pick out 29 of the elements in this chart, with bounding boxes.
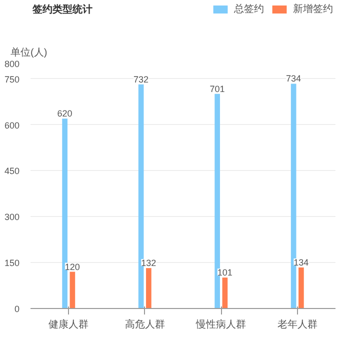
y-tick-label: 0 bbox=[14, 304, 20, 314]
data-label: 134 bbox=[294, 257, 309, 268]
data-label: 734 bbox=[286, 74, 302, 84]
data-label: 620 bbox=[57, 108, 72, 119]
y-tick-label: 800 bbox=[4, 59, 20, 69]
y-tick-label: 150 bbox=[4, 258, 20, 268]
bar bbox=[214, 94, 220, 308]
y-tick-label: 450 bbox=[4, 166, 20, 176]
legend-label: 总签约 bbox=[234, 2, 264, 16]
x-tick-label: 老年人群 bbox=[277, 318, 318, 330]
data-label: 132 bbox=[141, 258, 156, 268]
x-tick-label: 健康人群 bbox=[48, 318, 89, 330]
bar bbox=[146, 268, 152, 308]
y-tick-label: 300 bbox=[4, 212, 20, 222]
data-label: 120 bbox=[64, 262, 80, 272]
x-tick-label: 高危人群 bbox=[124, 318, 165, 330]
y-axis-title: 单位(人) bbox=[10, 46, 48, 58]
data-label: 732 bbox=[134, 74, 149, 84]
data-label: 101 bbox=[217, 268, 232, 278]
bar bbox=[298, 267, 304, 308]
x-tick-label: 慢性病人群 bbox=[195, 318, 246, 330]
bar bbox=[222, 278, 228, 308]
chart-title: 签约类型统计 bbox=[32, 4, 92, 16]
data-label: 701 bbox=[210, 84, 225, 94]
bar bbox=[62, 118, 68, 308]
legend-label: 新增签约 bbox=[293, 2, 333, 16]
bar bbox=[70, 272, 76, 308]
y-tick-label: 750 bbox=[4, 74, 20, 84]
y-tick-label: 600 bbox=[4, 120, 20, 130]
